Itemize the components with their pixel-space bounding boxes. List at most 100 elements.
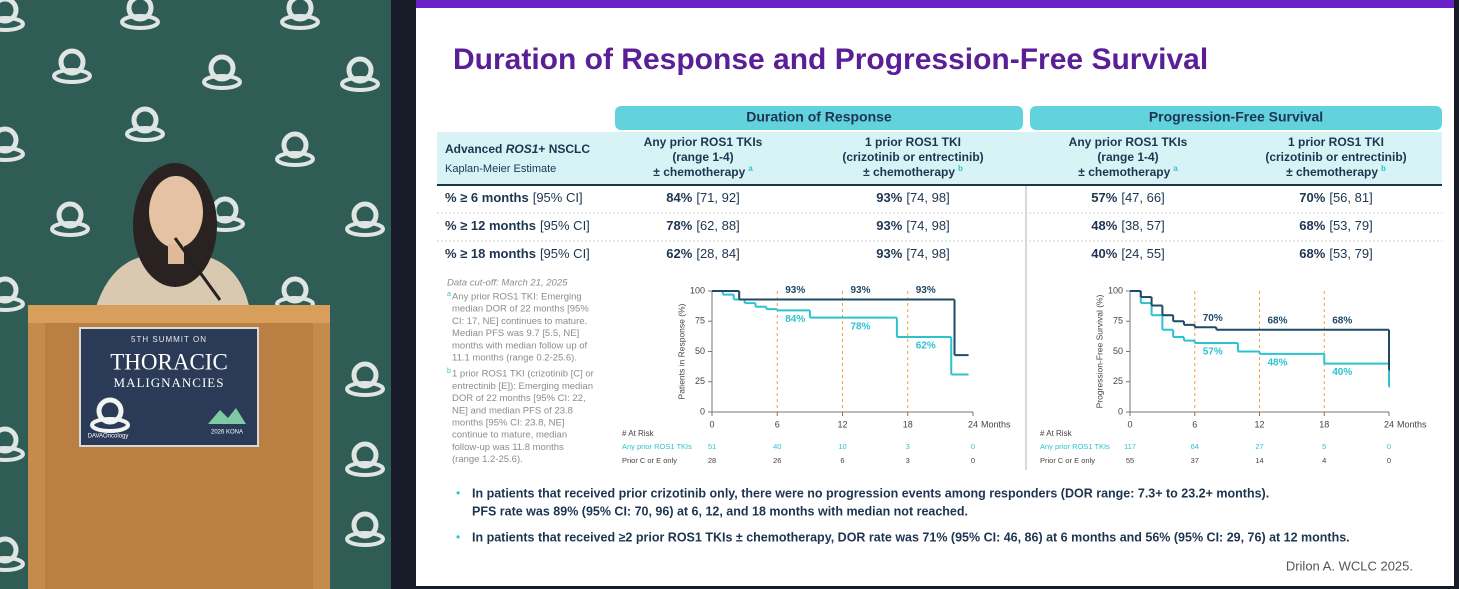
table-cell: 68% [53, 79] — [1299, 246, 1372, 261]
cell-ci: [53, 79] — [1329, 218, 1372, 233]
at-risk-count: 55 — [1126, 456, 1134, 465]
organizer: DAVAOncology — [88, 434, 129, 440]
column-header-line: 1 prior ROS1 TKI — [1288, 135, 1384, 149]
event-line: MALIGNANCIES — [114, 375, 225, 390]
column-header-line: 1 prior ROS1 TKI — [865, 135, 961, 149]
table-cell: 40% [24, 55] — [1091, 246, 1164, 261]
at-risk-count: 6 — [840, 456, 844, 465]
bullet-text: PFS rate was 89% (95% CI: 70, 96) at 6, … — [472, 504, 968, 518]
curve-label: 93% — [916, 285, 936, 296]
at-risk-count: 0 — [1387, 442, 1391, 451]
table-cell: 62% [28, 84] — [666, 246, 739, 261]
column-header-line: ± chemotherapy — [1078, 165, 1170, 179]
row-label: % ≥ 6 months [95% CI] — [445, 190, 583, 205]
footnote-line: follow-up was 11.8 months — [452, 442, 564, 453]
table-cell: 93% [74, 98] — [876, 218, 949, 233]
x-axis-label: Months — [981, 419, 1011, 429]
at-risk-count: 0 — [971, 442, 975, 451]
footnote-line: CI: 17, NE] continues to mature. — [452, 316, 587, 327]
column-header: (range 1-4) — [672, 150, 733, 164]
curve-label: 93% — [785, 285, 805, 296]
cell-ci: [71, 92] — [696, 190, 739, 205]
table-cell: 78% [62, 88] — [666, 218, 739, 233]
curve-label: 84% — [785, 314, 805, 325]
at-risk-count: 51 — [708, 442, 716, 451]
column-header-line: (crizotinib or entrectinib) — [842, 150, 983, 164]
x-tick-label: 0 — [709, 419, 714, 429]
cell-percent: 93% — [876, 246, 902, 261]
footnote-line: entrectinib [E]): Emerging median — [452, 381, 593, 392]
column-header: ± chemotherapy a — [1078, 164, 1178, 179]
cell-ci: [28, 84] — [696, 246, 739, 261]
cell-ci: [53, 79] — [1329, 246, 1372, 261]
footnote-marker: a — [748, 164, 753, 173]
cell-ci: [74, 98] — [906, 190, 949, 205]
column-header-line: Any prior ROS1 TKIs — [644, 135, 763, 149]
cell-percent: 40% — [1091, 246, 1117, 261]
at-risk-series: Any prior ROS1 TKIs — [622, 442, 692, 451]
cell-percent: 70% — [1299, 190, 1325, 205]
at-risk-count: 40 — [773, 442, 781, 451]
x-tick-label: 6 — [775, 419, 780, 429]
row-label-main: % ≥ 6 months — [445, 190, 529, 205]
cell-percent: 93% — [876, 190, 902, 205]
curve-label: 68% — [1332, 315, 1352, 326]
at-risk-series: Prior C or E only — [1040, 456, 1095, 465]
row-label: % ≥ 12 months [95% CI] — [445, 218, 590, 233]
cell-ci: [74, 98] — [906, 246, 949, 261]
cell-ci: [24, 55] — [1121, 246, 1164, 261]
at-risk-count: 3 — [906, 442, 910, 451]
footnote-line: months with median follow up of — [452, 340, 588, 351]
bullet-text: In patients that received prior crizotin… — [472, 486, 1269, 500]
footnote-marker: a — [447, 291, 451, 298]
at-risk-count: 5 — [1322, 442, 1326, 451]
cell-percent: 62% — [666, 246, 692, 261]
column-header: (crizotinib or entrectinib) — [842, 150, 983, 164]
table-cell: 70% [56, 81] — [1299, 190, 1372, 205]
x-tick-label: 18 — [903, 419, 913, 429]
data-cutoff: Data cut-off: March 21, 2025 — [447, 278, 568, 289]
bullet-text: In patients that received ≥2 prior ROS1 … — [472, 530, 1350, 544]
column-header-line: ± chemotherapy — [1286, 165, 1378, 179]
corner-subtitle: Kaplan-Meier Estimate — [445, 163, 556, 175]
footnote-line: (range 1.2-25.6). — [452, 454, 523, 465]
curve-label: 62% — [916, 341, 936, 352]
at-risk-count: 64 — [1191, 442, 1199, 451]
column-header: ± chemotherapy b — [863, 164, 963, 179]
cell-ci: [62, 88] — [696, 218, 739, 233]
footnote-marker: b — [1381, 164, 1386, 173]
column-header-line: (range 1-4) — [1097, 150, 1158, 164]
footnote-line: 11.1 months (range 0.2-25.6). — [452, 353, 577, 364]
at-risk-count: 4 — [1322, 456, 1326, 465]
table-cell: 93% [74, 98] — [876, 190, 949, 205]
curve-label: 78% — [850, 321, 870, 332]
cell-ci: [47, 66] — [1121, 190, 1164, 205]
at-risk-count: 0 — [971, 456, 975, 465]
slide-title: Duration of Response and Progression-Fre… — [453, 43, 1208, 76]
bullet-marker: • — [456, 530, 460, 544]
column-header-line: Any prior ROS1 TKIs — [1069, 135, 1188, 149]
cell-percent: 84% — [666, 190, 692, 205]
footnote-marker: b — [447, 368, 451, 375]
cell-percent: 68% — [1299, 218, 1325, 233]
corner-title: Advanced ROS1+ NSCLC — [445, 142, 590, 156]
row-label: % ≥ 18 months [95% CI] — [445, 246, 590, 261]
at-risk-count: 37 — [1191, 456, 1199, 465]
column-header-line: ± chemotherapy — [863, 165, 955, 179]
row-label-ci: [95% CI] — [540, 218, 590, 233]
x-tick-label: 0 — [1127, 419, 1132, 429]
at-risk-count: 0 — [1387, 456, 1391, 465]
footnote-line: median DOR of 22 months [95% — [452, 304, 589, 315]
row-label-ci: [95% CI] — [533, 190, 583, 205]
at-risk-count: 26 — [773, 456, 781, 465]
y-tick-label: 100 — [690, 285, 705, 295]
table-cell: 93% [74, 98] — [876, 246, 949, 261]
column-header-line: (range 1-4) — [672, 150, 733, 164]
x-tick-label: 6 — [1192, 419, 1197, 429]
y-axis-label: Progression-Free Survival (%) — [1094, 294, 1104, 408]
y-tick-label: 75 — [1113, 316, 1123, 326]
x-tick-label: 18 — [1319, 419, 1329, 429]
curve-label: 48% — [1267, 358, 1287, 369]
